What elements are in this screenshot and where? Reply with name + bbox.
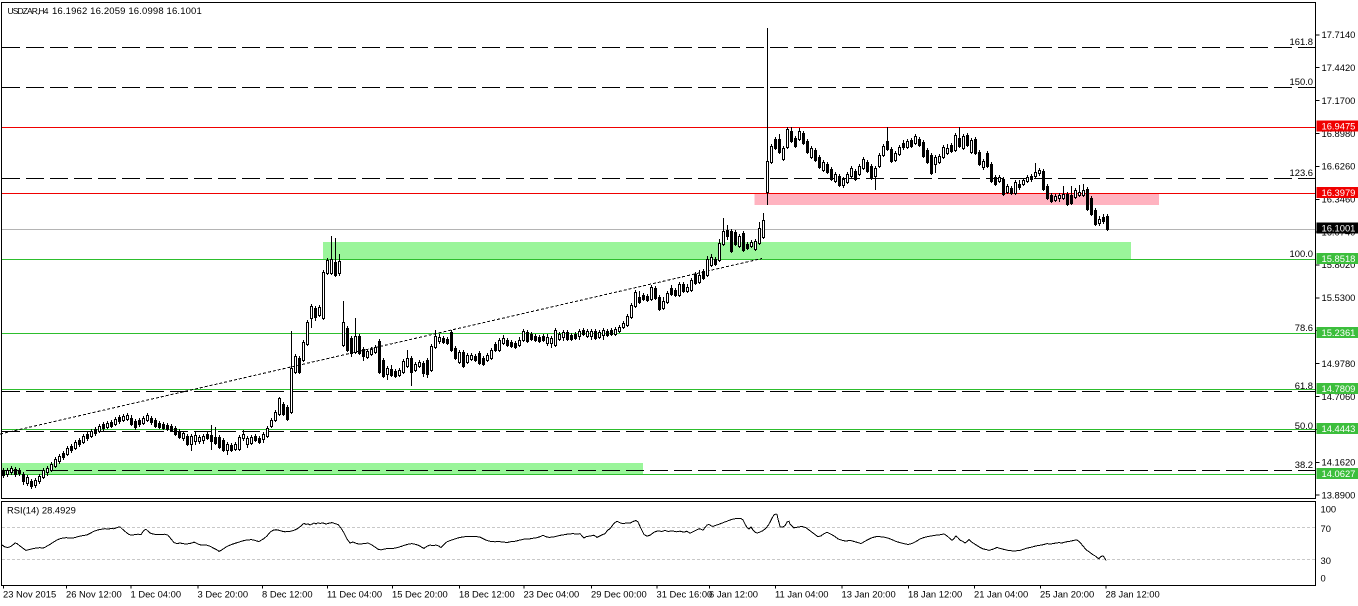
svg-text:123.6: 123.6	[1290, 167, 1313, 178]
svg-text:23 Dec 04:00: 23 Dec 04:00	[524, 588, 580, 599]
svg-text:14.1620: 14.1620	[1322, 457, 1356, 468]
svg-text:15.2361: 15.2361	[1322, 327, 1356, 338]
svg-text:150.0: 150.0	[1290, 76, 1313, 87]
svg-text:RSI(14) 28.4929: RSI(14) 28.4929	[7, 504, 76, 515]
svg-text:21 Jan 04:00: 21 Jan 04:00	[974, 588, 1028, 599]
svg-text:1 Dec 04:00: 1 Dec 04:00	[131, 588, 182, 599]
svg-text:13.8900: 13.8900	[1322, 490, 1356, 501]
svg-text:38.2: 38.2	[1295, 459, 1313, 470]
svg-text:14.7060: 14.7060	[1322, 391, 1356, 402]
svg-text:0: 0	[1321, 572, 1326, 583]
svg-text:3 Dec 20:00: 3 Dec 20:00	[198, 588, 249, 599]
svg-text:26 Nov 12:00: 26 Nov 12:00	[66, 588, 122, 599]
svg-text:14.9780: 14.9780	[1322, 358, 1356, 369]
svg-text:8 Dec 12:00: 8 Dec 12:00	[262, 588, 313, 599]
svg-text:15 Dec 20:00: 15 Dec 20:00	[392, 588, 448, 599]
svg-text:14.7809: 14.7809	[1322, 383, 1356, 394]
svg-text:78.6: 78.6	[1295, 322, 1313, 333]
svg-text:25 Jan 20:00: 25 Jan 20:00	[1040, 588, 1094, 599]
svg-text:17.1700: 17.1700	[1322, 95, 1356, 106]
svg-text:13 Jan 20:00: 13 Jan 20:00	[842, 588, 896, 599]
svg-text:15.5300: 15.5300	[1322, 292, 1356, 303]
svg-text:61.8: 61.8	[1295, 380, 1313, 391]
svg-text:6 Jan 12:00: 6 Jan 12:00	[709, 588, 758, 599]
svg-text:100.0: 100.0	[1290, 248, 1313, 259]
svg-text:18 Dec 12:00: 18 Dec 12:00	[459, 588, 515, 599]
svg-text:161.8: 161.8	[1290, 36, 1313, 47]
svg-text:15.8518: 15.8518	[1322, 253, 1356, 264]
svg-text:17.4420: 17.4420	[1322, 62, 1356, 73]
svg-text:28 Jan 12:00: 28 Jan 12:00	[1106, 588, 1160, 599]
svg-text:100: 100	[1321, 503, 1337, 514]
svg-text:16.6260: 16.6260	[1322, 161, 1356, 172]
svg-text:23 Nov 2015: 23 Nov 2015	[3, 588, 56, 599]
svg-text:16.3460: 16.3460	[1322, 194, 1356, 205]
svg-text:29 Dec 00:00: 29 Dec 00:00	[591, 588, 647, 599]
svg-text:16.1962 16.2059 16.0998 16.100: 16.1962 16.2059 16.0998 16.1001	[52, 6, 202, 17]
svg-text:11 Dec 04:00: 11 Dec 04:00	[327, 588, 382, 599]
svg-text:17.7140: 17.7140	[1322, 29, 1356, 40]
svg-text:16.3979: 16.3979	[1322, 187, 1356, 198]
svg-text:14.4443: 14.4443	[1322, 423, 1356, 434]
svg-text:16.8980: 16.8980	[1322, 128, 1356, 139]
svg-text:USDZAR,H4: USDZAR,H4	[8, 6, 49, 16]
svg-text:50.0: 50.0	[1295, 420, 1313, 431]
svg-text:11 Jan 04:00: 11 Jan 04:00	[775, 588, 829, 599]
svg-text:31 Dec 16:00: 31 Dec 16:00	[657, 588, 713, 599]
svg-text:14.0627: 14.0627	[1322, 468, 1356, 479]
svg-text:70: 70	[1321, 523, 1331, 534]
svg-text:16.1001: 16.1001	[1322, 222, 1356, 233]
svg-text:30: 30	[1321, 555, 1331, 566]
svg-text:16.9475: 16.9475	[1322, 120, 1356, 131]
svg-text:15.8020: 15.8020	[1322, 259, 1356, 270]
svg-text:18 Jan 12:00: 18 Jan 12:00	[908, 588, 962, 599]
